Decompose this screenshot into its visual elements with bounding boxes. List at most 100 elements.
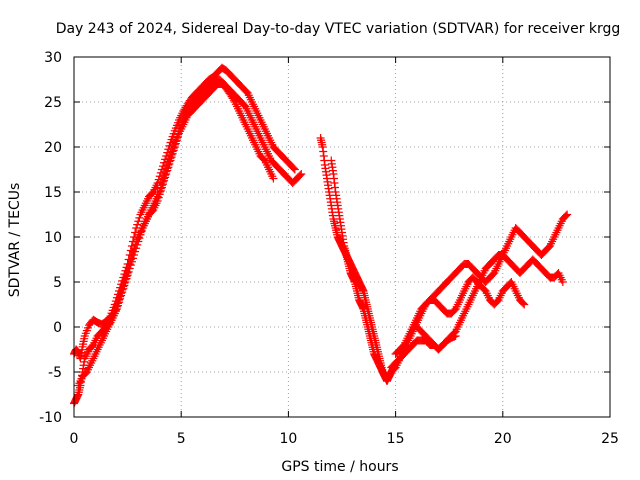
data-point (134, 217, 143, 226)
data-point (123, 271, 132, 280)
data-point (163, 148, 172, 157)
data-point (562, 211, 571, 220)
data-point (155, 188, 164, 196)
data-point (157, 165, 166, 174)
x-tick-label: 0 (70, 431, 79, 447)
data-point (126, 261, 135, 270)
data-point (133, 240, 142, 249)
data-point (161, 155, 170, 164)
x-tick-label: 15 (387, 431, 405, 447)
data-point (127, 257, 136, 266)
x-tick-label: 5 (177, 431, 186, 447)
y-tick-label: 10 (44, 230, 62, 246)
data-marks (70, 63, 572, 408)
y-tick-label: 25 (44, 95, 62, 111)
data-point (161, 171, 170, 180)
data-point (173, 130, 182, 139)
series-track-e (327, 156, 392, 385)
data-point (165, 157, 174, 166)
data-point (175, 127, 184, 136)
data-point (115, 298, 124, 307)
data-point (158, 177, 167, 186)
data-point (158, 162, 167, 171)
data-point (519, 299, 528, 308)
data-point (451, 332, 460, 340)
x-axis-title: GPS time / hours (281, 459, 398, 475)
data-point (137, 227, 146, 236)
data-point (164, 161, 173, 169)
data-point (153, 179, 162, 187)
y-tick-label: 20 (44, 140, 62, 156)
data-point (160, 174, 169, 183)
y-tick-label: 30 (44, 50, 62, 66)
y-tick-label: 5 (53, 275, 62, 291)
data-point (131, 247, 140, 256)
axis-ticks: 0 5 10 15 20 25 -10 -5 0 5 10 15 20 25 30 (39, 50, 619, 447)
data-point (172, 134, 181, 142)
data-point (176, 123, 185, 132)
data-point (118, 288, 127, 297)
data-point (289, 164, 298, 173)
data-point (160, 158, 169, 167)
y-tick-label: 0 (53, 320, 62, 336)
series-track-d (316, 134, 400, 385)
data-point (563, 210, 572, 219)
data-point (130, 251, 139, 259)
data-point (269, 174, 278, 183)
data-point (290, 165, 299, 174)
data-point (135, 213, 144, 222)
data-point (297, 170, 306, 178)
data-point (520, 300, 529, 309)
y-tick-label: 15 (44, 185, 62, 201)
data-point (164, 145, 173, 154)
data-point (155, 172, 164, 181)
data-point (171, 137, 180, 146)
data-point (156, 168, 165, 177)
data-point (117, 291, 126, 300)
data-point (128, 254, 137, 263)
series-track-a (70, 63, 299, 363)
series-track-b (70, 80, 278, 408)
data-point (113, 301, 122, 310)
data-point (162, 167, 171, 176)
data-point (154, 175, 163, 184)
data-point (134, 237, 143, 246)
data-point (124, 267, 133, 276)
data-point (132, 244, 141, 253)
data-point (162, 152, 171, 160)
y-tick-label: -5 (48, 365, 62, 381)
data-point (112, 305, 121, 313)
data-point (121, 278, 130, 286)
data-point (157, 181, 166, 190)
y-tick-label: -10 (39, 410, 62, 426)
data-point (169, 144, 178, 153)
data-point (163, 164, 172, 173)
data-point (296, 171, 305, 180)
data-point (125, 264, 134, 273)
data-point (165, 141, 174, 150)
series-track-i (413, 323, 460, 354)
series-track-h (391, 273, 529, 358)
series-track-g (387, 251, 567, 372)
y-axis-title: SDTVAR / TECUs (7, 183, 23, 298)
data-point (156, 184, 165, 193)
data-point (167, 150, 176, 159)
data-point (558, 278, 567, 286)
data-point (133, 220, 142, 229)
data-point (122, 274, 131, 283)
data-point (135, 234, 144, 243)
series-track-f (383, 210, 572, 381)
x-tick-label: 10 (279, 431, 297, 447)
data-point (136, 230, 145, 239)
data-point (119, 284, 128, 293)
data-point (166, 154, 175, 163)
data-point (116, 294, 125, 303)
data-point (168, 147, 177, 156)
series-track-c (74, 75, 306, 390)
chart-title: Day 243 of 2024, Sidereal Day-to-day VTE… (56, 21, 621, 37)
data-point (120, 281, 129, 290)
x-tick-label: 25 (601, 431, 619, 447)
data-point (170, 140, 179, 149)
x-tick-label: 20 (494, 431, 512, 447)
